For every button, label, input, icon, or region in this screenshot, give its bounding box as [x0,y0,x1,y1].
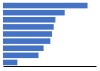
plot-area [3,3,97,67]
x-axis [4,66,97,67]
x-axis-line [4,66,97,67]
bar [3,17,55,23]
chart [0,0,100,71]
bar [3,10,65,16]
bar [3,53,39,59]
bar [3,60,17,66]
bar [3,24,54,30]
bars [3,3,88,65]
bar [3,3,88,9]
bar [3,38,50,44]
bar [3,45,44,51]
bar [3,31,52,37]
